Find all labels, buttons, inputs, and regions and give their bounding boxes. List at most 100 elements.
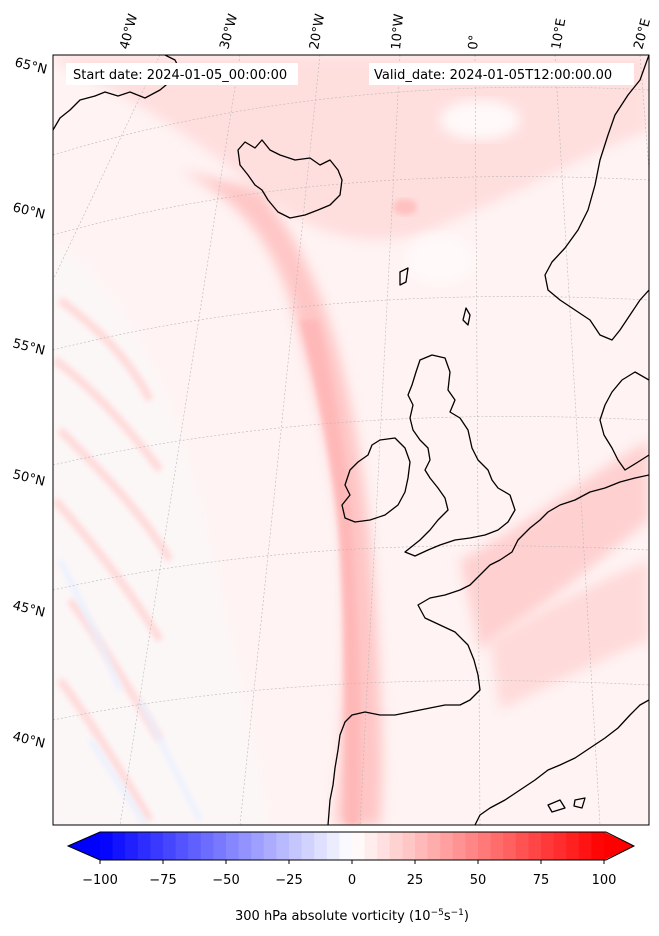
- colorbar-cell: [301, 832, 315, 860]
- colorbar-cell: [490, 832, 504, 860]
- lon-label-10w: 10°W: [389, 13, 407, 50]
- colorbar-tick-marks: [99, 860, 605, 864]
- colorbar-cell: [553, 832, 567, 860]
- colorbar-cell: [591, 832, 605, 860]
- graticule: [53, 55, 649, 825]
- colorbar-cell: [326, 832, 340, 860]
- colorbar-tick-label: 75: [533, 873, 550, 888]
- colorbar-cell: [150, 832, 164, 860]
- colorbar-cell: [276, 832, 290, 860]
- vorticity-main-band-core: [300, 320, 361, 825]
- lon-label-40w: 40°W: [117, 12, 141, 51]
- start-date-label: Start date: 2024-01-05_00:00:00: [73, 68, 287, 83]
- lat-label-45n: 45°N: [11, 598, 46, 620]
- latitude-labels: 65°N 60°N 55°N 50°N 45°N 40°N: [11, 55, 48, 751]
- colorbar-cell: [566, 832, 580, 860]
- colorbar-cell: [440, 832, 454, 860]
- vorticity-field-west-light: [53, 240, 270, 825]
- colorbar-cell: [263, 832, 277, 860]
- colorbar-cell: [377, 832, 391, 860]
- colorbar-tick-label: −100: [82, 873, 118, 888]
- colorbar-tick-label: 100: [592, 873, 617, 888]
- colorbar-cell: [452, 832, 466, 860]
- colorbar-cell: [503, 832, 517, 860]
- colorbar-label: 300 hPa absolute vorticity (10−5s−1): [235, 908, 469, 924]
- coastline-island: [547, 799, 566, 813]
- colorbar-cell: [238, 832, 252, 860]
- longitude-labels: 40°W 30°W 20°W 10°W 0° 10°E 20°E: [117, 12, 654, 51]
- colorbar-cell: [213, 832, 227, 860]
- coastline-ireland: [341, 437, 411, 523]
- colorbar-cell: [389, 832, 403, 860]
- lon-label-20e: 20°E: [631, 17, 654, 51]
- colorbar-cell: [352, 832, 366, 860]
- vorticity-light-patch: [440, 100, 520, 140]
- colorbar-tick-label: 0: [348, 873, 356, 888]
- coastline-norway: [544, 55, 649, 341]
- vorticity-north-band: [53, 55, 649, 240]
- colorbar-cell: [465, 832, 479, 860]
- lat-label-40n: 40°N: [11, 729, 46, 751]
- map-frame: [52, 54, 650, 826]
- colorbar: −100 −75 −50 −25 0 25 50 75 100 300 hPa …: [66, 831, 636, 924]
- colorbar-cell: [289, 832, 303, 860]
- colorbar-cells: [68, 832, 634, 860]
- lon-label-20w: 20°W: [307, 13, 328, 51]
- start-date-box: [66, 63, 298, 85]
- valid-date-label: Valid_date: 2024-01-05T12:00:00.00: [374, 68, 612, 83]
- colorbar-cell: [112, 832, 126, 860]
- map-panel: [53, 55, 649, 825]
- lon-label-30w: 30°W: [217, 12, 241, 51]
- colorbar-cell: [515, 832, 529, 860]
- vorticity-negative-streaks: [57, 558, 203, 825]
- vorticity-light-patch: [405, 235, 475, 285]
- lat-label-50n: 50°N: [11, 467, 46, 489]
- colorbar-cell: [200, 832, 214, 860]
- colorbar-cell: [125, 832, 139, 860]
- colorbar-cell: [427, 832, 441, 860]
- colorbar-cell: [478, 832, 492, 860]
- colorbar-cell: [402, 832, 416, 860]
- colorbar-cell: [364, 832, 378, 860]
- colorbar-cell: [578, 832, 592, 860]
- coastline-continent: [327, 474, 649, 825]
- colorbar-cell: [226, 832, 240, 860]
- colorbar-cell: [137, 832, 151, 860]
- colorbar-tick-label: −75: [149, 873, 176, 888]
- lon-label-10e: 10°E: [549, 17, 569, 50]
- lon-label-0: 0°: [466, 34, 482, 50]
- colorbar-tick-label: 50: [470, 873, 487, 888]
- colorbar-cell: [528, 832, 542, 860]
- vorticity-main-band: [180, 170, 383, 825]
- colorbar-tick-label: −50: [212, 873, 239, 888]
- colorbar-cell: [100, 832, 114, 860]
- lat-label-65n: 65°N: [13, 55, 48, 77]
- colorbar-cell: [415, 832, 429, 860]
- vorticity-bands-west: [53, 296, 174, 823]
- colorbar-tick-labels: −100 −75 −50 −25 0 25 50 75 100: [82, 873, 616, 888]
- colorbar-cell: [251, 832, 265, 860]
- colorbar-extend-max: [604, 832, 634, 860]
- coastline-faroe: [399, 267, 409, 286]
- coastline-shetland: [462, 307, 471, 326]
- coastline-great-britain: [404, 354, 516, 557]
- colorbar-cell: [541, 832, 555, 860]
- lat-label-60n: 60°N: [11, 200, 46, 222]
- vorticity-east-band: [460, 440, 649, 650]
- colorbar-cell: [314, 832, 328, 860]
- colorbar-cell: [163, 832, 177, 860]
- coastline-denmark: [599, 371, 649, 471]
- lat-label-55n: 55°N: [11, 336, 46, 358]
- coastline-iceland: [237, 139, 343, 219]
- colorbar-extend-min: [68, 832, 100, 860]
- vorticity-spot: [393, 199, 417, 215]
- colorbar-cell: [175, 832, 189, 860]
- valid-date-box: [369, 63, 634, 85]
- coastline-island: [573, 797, 586, 809]
- vorticity-east-band-2: [490, 560, 649, 710]
- colorbar-cell: [339, 832, 353, 860]
- colorbar-tick-label: 25: [407, 873, 424, 888]
- colorbar-tick-label: −25: [275, 873, 302, 888]
- coastline-mediterranean: [474, 699, 649, 825]
